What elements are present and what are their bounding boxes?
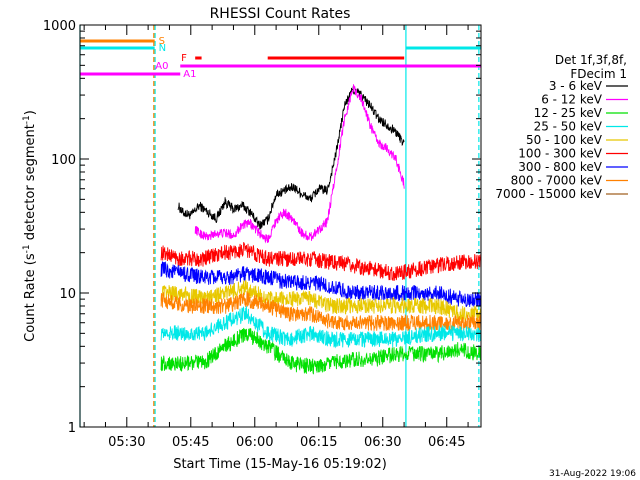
series-line-3 <box>160 261 482 307</box>
legend-label-2: 12 - 25 keV <box>534 106 603 120</box>
legend-label-8: 7000 - 15000 keV <box>495 187 602 201</box>
y-axis-label: Count Rate (s-1 detector segment-1) <box>22 110 38 342</box>
x-tick-label-0: 05:30 <box>108 435 145 450</box>
x-tick-label-2: 06:00 <box>236 435 273 450</box>
y-axis-label-sup2: -1 <box>22 115 32 124</box>
x-axis: 05:30 05:45 06:00 06:15 06:30 06:45 <box>83 25 469 450</box>
series-line-6 <box>160 306 482 349</box>
y-tick-label-3: 1000 <box>43 19 76 34</box>
flag-label-n: N <box>159 43 166 54</box>
x-tick-label-1: 05:45 <box>172 435 209 450</box>
x-tick-label-3: 06:15 <box>300 435 337 450</box>
x-axis-label: Start Time (15-May-16 05:19:02) <box>173 457 387 472</box>
y-tick-label-1: 10 <box>59 287 76 302</box>
flag-label-f: F <box>181 53 187 64</box>
x-tick-label-4: 06:30 <box>364 435 401 450</box>
y-tick-label-0: 1 <box>68 421 76 436</box>
series-line-0 <box>177 86 405 230</box>
y-axis-label-main: Count Rate (s <box>23 253 38 342</box>
chart-title: RHESSI Count Rates <box>210 6 351 22</box>
x-tick-label-5: 06:45 <box>428 435 465 450</box>
y-axis: 1 10 100 1000 <box>43 19 481 436</box>
flag-label-a0: A0 <box>155 61 168 72</box>
legend-label-5: 100 - 300 keV <box>518 147 602 161</box>
plot-area: SN F A0 A1 <box>79 25 482 427</box>
footer-timestamp: 31-Aug-2022 19:06 <box>549 469 636 479</box>
legend-label-7: 800 - 7000 keV <box>511 174 603 188</box>
legend-header-2: FDecim 1 <box>570 67 627 81</box>
y-axis-label-mid: detector segment <box>23 124 38 244</box>
y-axis-label-sup1: -1 <box>22 244 32 253</box>
legend-header-1: Det 1f,3f,8f, <box>555 53 627 67</box>
legend-label-3: 25 - 50 keV <box>534 120 603 134</box>
legend-label-0: 3 - 6 keV <box>549 79 603 93</box>
series-line-2 <box>160 242 482 281</box>
legend-label-6: 300 - 800 keV <box>518 160 602 174</box>
flag-label-s: S <box>159 36 165 47</box>
series-line-4 <box>160 280 482 323</box>
y-tick-label-2: 100 <box>51 153 76 168</box>
flag-label-a1: A1 <box>183 69 196 80</box>
legend-label-4: 50 - 100 keV <box>526 133 603 147</box>
plot-frame <box>79 24 482 428</box>
legend-label-1: 6 - 12 keV <box>541 93 603 107</box>
y-axis-label-end: ) <box>23 110 38 115</box>
series-line-7 <box>160 327 482 375</box>
series-line-1 <box>194 84 405 244</box>
